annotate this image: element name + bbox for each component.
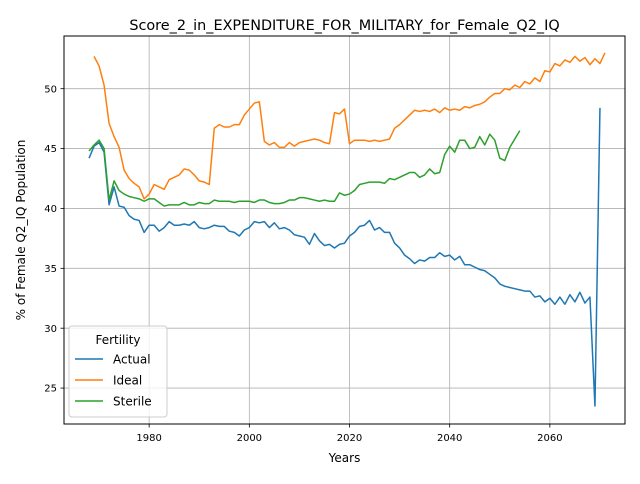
grid bbox=[64, 36, 625, 424]
legend-label-ideal: Ideal bbox=[113, 373, 142, 387]
y-tick-label: 40 bbox=[44, 204, 57, 215]
series-line-sterile bbox=[88, 130, 521, 207]
y-tick-label: 35 bbox=[44, 264, 57, 275]
y-tick-label: 25 bbox=[44, 384, 57, 395]
axis-ticks: 1980 2000 2020 2040 2060 25 30 35 40 45 50 bbox=[44, 84, 562, 444]
series-line-actual bbox=[88, 107, 601, 407]
legend-label-sterile: Sterile bbox=[113, 394, 152, 408]
y-tick-label: 30 bbox=[44, 324, 57, 335]
legend-title: Fertility bbox=[95, 333, 140, 347]
plot-frame bbox=[63, 35, 626, 425]
series-line-ideal bbox=[93, 52, 606, 200]
x-tick-label: 2060 bbox=[537, 433, 562, 444]
legend-label-actual: Actual bbox=[113, 352, 151, 366]
chart-title: Score_2_in_EXPENDITURE_FOR_MILITARY_for_… bbox=[129, 18, 559, 34]
legend: Fertility Actual Ideal Sterile bbox=[68, 325, 168, 418]
x-tick-label: 2040 bbox=[437, 433, 462, 444]
legend-items: Actual Ideal Sterile bbox=[75, 352, 152, 408]
x-tick-label: 2020 bbox=[337, 433, 362, 444]
x-axis-label: Years bbox=[328, 451, 361, 465]
y-axis-label: % of Female Q2_IQ Population bbox=[14, 140, 28, 321]
y-tick-label: 45 bbox=[44, 144, 57, 155]
legend-box bbox=[68, 325, 168, 418]
x-tick-label: 2000 bbox=[237, 433, 262, 444]
x-tick-label: 1980 bbox=[136, 433, 161, 444]
series-lines bbox=[88, 52, 606, 407]
y-tick-label: 50 bbox=[44, 84, 57, 95]
